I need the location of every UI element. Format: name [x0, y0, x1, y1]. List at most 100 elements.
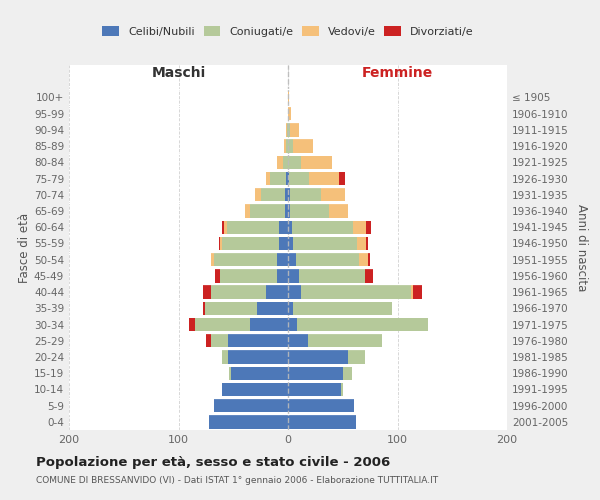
Bar [288, 269, 299, 282]
Bar [288, 140, 293, 153]
Bar [277, 156, 283, 169]
Bar [286, 140, 288, 153]
Bar [288, 172, 289, 185]
Bar [266, 286, 288, 299]
Bar [250, 318, 288, 331]
Bar [348, 350, 365, 364]
Bar [255, 188, 260, 202]
Bar [223, 383, 288, 396]
Bar [357, 237, 366, 250]
Bar [279, 220, 288, 234]
Bar [211, 286, 266, 299]
Bar [286, 123, 287, 136]
Bar [215, 269, 220, 282]
Text: Maschi: Maschi [151, 66, 206, 80]
Bar [214, 253, 277, 266]
Bar [308, 334, 382, 347]
Bar [288, 302, 293, 315]
Bar [290, 188, 321, 202]
Bar [410, 286, 413, 299]
Bar [283, 156, 288, 169]
Bar [359, 253, 368, 266]
Bar [341, 383, 343, 396]
Bar [293, 237, 357, 250]
Bar [293, 302, 392, 315]
Bar [224, 220, 227, 234]
Text: Femmine: Femmine [362, 66, 433, 80]
Bar [288, 399, 354, 412]
Bar [321, 188, 345, 202]
Bar [288, 286, 301, 299]
Bar [214, 399, 288, 412]
Bar [365, 269, 373, 282]
Bar [343, 366, 352, 380]
Y-axis label: Anni di nascita: Anni di nascita [575, 204, 588, 291]
Bar [206, 334, 211, 347]
Bar [277, 269, 288, 282]
Bar [353, 220, 366, 234]
Bar [366, 220, 371, 234]
Bar [287, 123, 288, 136]
Bar [288, 188, 290, 202]
Bar [288, 220, 292, 234]
Bar [271, 172, 286, 185]
Bar [231, 366, 288, 380]
Bar [290, 123, 299, 136]
Bar [223, 237, 279, 250]
Bar [413, 286, 422, 299]
Bar [190, 318, 195, 331]
Bar [340, 172, 345, 185]
Bar [228, 334, 288, 347]
Bar [279, 237, 288, 250]
Bar [285, 188, 288, 202]
Bar [227, 220, 279, 234]
Bar [288, 253, 296, 266]
Bar [219, 237, 220, 250]
Bar [368, 253, 370, 266]
Bar [301, 156, 332, 169]
Bar [220, 237, 223, 250]
Bar [229, 366, 231, 380]
Bar [209, 415, 288, 428]
Bar [288, 350, 348, 364]
Bar [211, 253, 214, 266]
Bar [260, 188, 285, 202]
Bar [309, 172, 340, 185]
Bar [285, 204, 288, 218]
Bar [301, 286, 410, 299]
Bar [205, 302, 257, 315]
Bar [266, 172, 271, 185]
Bar [286, 172, 288, 185]
Bar [292, 220, 353, 234]
Bar [211, 334, 228, 347]
Bar [288, 237, 293, 250]
Bar [203, 302, 205, 315]
Bar [293, 140, 313, 153]
Y-axis label: Fasce di età: Fasce di età [18, 212, 31, 282]
Bar [228, 350, 288, 364]
Bar [288, 107, 291, 120]
Bar [288, 156, 301, 169]
Bar [288, 123, 290, 136]
Bar [257, 302, 288, 315]
Bar [245, 204, 250, 218]
Bar [366, 237, 368, 250]
Bar [290, 204, 329, 218]
Legend: Celibi/Nubili, Coniugati/e, Vedovi/e, Divorziati/e: Celibi/Nubili, Coniugati/e, Vedovi/e, Di… [98, 22, 478, 41]
Bar [297, 318, 428, 331]
Bar [288, 91, 289, 104]
Bar [299, 269, 365, 282]
Bar [329, 204, 348, 218]
Bar [250, 204, 285, 218]
Bar [288, 334, 308, 347]
Text: COMUNE DI BRESSANVIDO (VI) - Dati ISTAT 1° gennaio 2006 - Elaborazione TUTTITALI: COMUNE DI BRESSANVIDO (VI) - Dati ISTAT … [36, 476, 438, 485]
Bar [203, 286, 211, 299]
Bar [288, 366, 343, 380]
Bar [296, 253, 359, 266]
Bar [284, 140, 286, 153]
Bar [288, 204, 290, 218]
Bar [288, 415, 356, 428]
Bar [223, 350, 228, 364]
Bar [195, 318, 250, 331]
Bar [223, 220, 224, 234]
